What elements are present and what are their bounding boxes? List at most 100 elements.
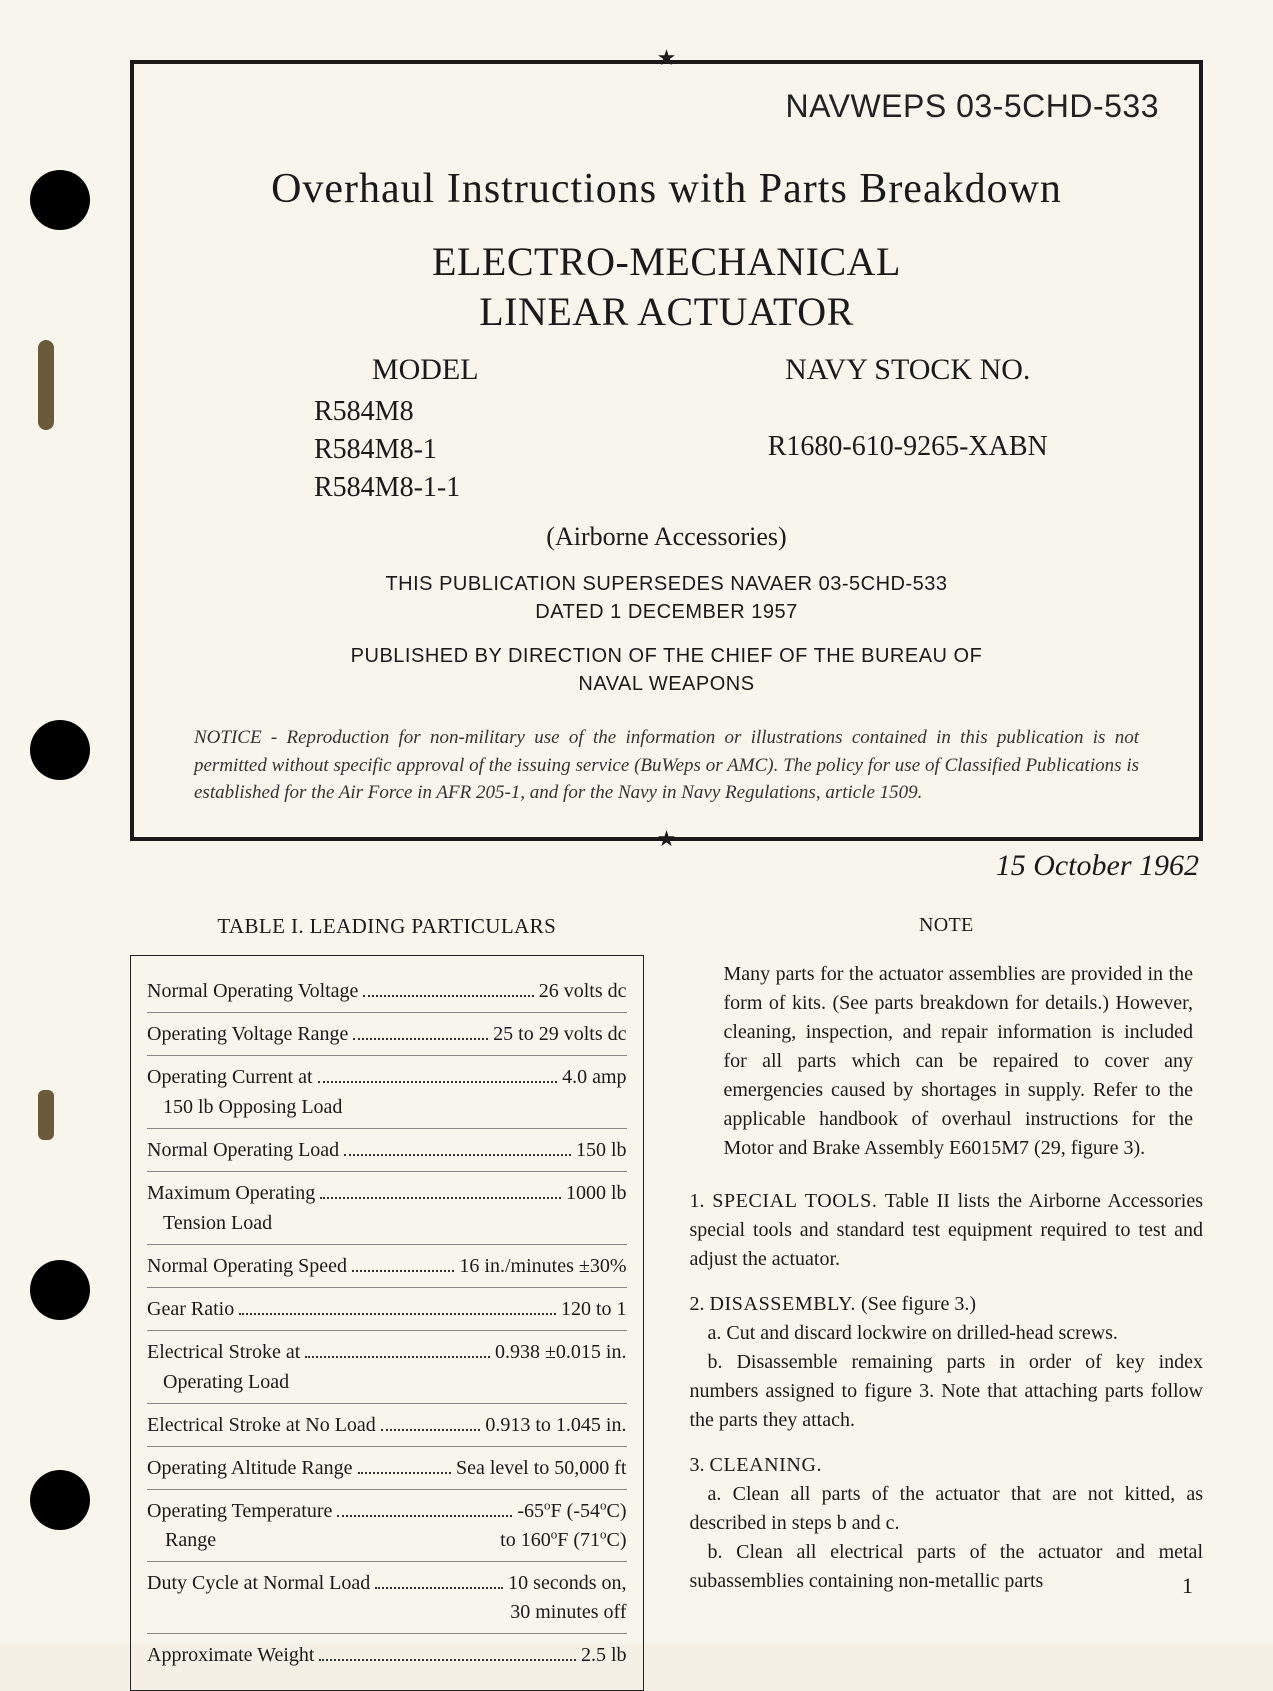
binding-artifact bbox=[38, 1090, 54, 1140]
leader-dots bbox=[319, 1647, 576, 1661]
document-page: ★ NAVWEPS 03-5CHD-533 Overhaul Instructi… bbox=[0, 0, 1273, 1643]
row-value: Sea level to 50,000 ft bbox=[456, 1454, 627, 1483]
row-label: Gear Ratio bbox=[147, 1295, 234, 1324]
table-title: TABLE I. LEADING PARTICULARS bbox=[130, 911, 644, 941]
row-value: 0.913 to 1.045 in. bbox=[485, 1411, 626, 1440]
leader-dots bbox=[358, 1460, 451, 1474]
notice-text: - Reproduction for non-military use of t… bbox=[194, 727, 1139, 803]
stock-header: NAVY STOCK NO. bbox=[687, 353, 1130, 387]
punch-hole bbox=[30, 720, 90, 780]
note-heading: NOTE bbox=[690, 911, 1204, 940]
table-row: Approximate Weight 2.5 lb bbox=[147, 1634, 627, 1676]
right-column: NOTE Many parts for the actuator assembl… bbox=[690, 911, 1204, 1691]
stock-number: R1680-610-9265-XABN bbox=[687, 431, 1130, 463]
parenthetical-note: (Airborne Accessories) bbox=[174, 522, 1159, 552]
leader-dots bbox=[381, 1417, 481, 1431]
table-row: Operating Temperature-65oF (-54oC)Ranget… bbox=[147, 1490, 627, 1562]
leader-dots bbox=[337, 1503, 512, 1517]
section-cleaning: 3. CLEANING. a. Clean all parts of the a… bbox=[690, 1451, 1204, 1596]
table-row: Normal Operating Speed 16 in./minutes ±30… bbox=[147, 1245, 627, 1288]
row-label: Electrical Stroke at bbox=[147, 1338, 300, 1367]
row-value: 120 to 1 bbox=[561, 1295, 627, 1324]
table-row: Electrical Stroke at 0.938 ±0.015 in.Oper… bbox=[147, 1331, 627, 1404]
row-value: 26 volts dc bbox=[539, 977, 627, 1006]
row-value: 2.5 lb bbox=[581, 1641, 627, 1670]
row-value: 0.938 ±0.015 in. bbox=[495, 1338, 627, 1367]
row-sublabel: Operating Load bbox=[147, 1368, 627, 1397]
left-column: TABLE I. LEADING PARTICULARS Normal Oper… bbox=[130, 911, 644, 1691]
supersedes-line2: DATED 1 DECEMBER 1957 bbox=[535, 601, 797, 623]
row-label: Maximum Operating bbox=[147, 1179, 315, 1208]
row-label: Approximate Weight bbox=[147, 1641, 314, 1670]
leader-dots bbox=[363, 983, 533, 997]
sub-item-a: a. Clean all parts of the actuator that … bbox=[690, 1483, 1204, 1534]
leader-dots bbox=[352, 1258, 454, 1272]
row-value: 1000 lb bbox=[566, 1179, 627, 1208]
row-label: Duty Cycle at Normal Load bbox=[147, 1569, 370, 1598]
row-label: Operating Temperature bbox=[147, 1497, 332, 1526]
leader-dots bbox=[318, 1069, 558, 1083]
notice-paragraph: NOTICE - Reproduction for non-military u… bbox=[174, 724, 1159, 807]
leading-particulars-table: Normal Operating Voltage26 volts dcOpera… bbox=[130, 955, 644, 1691]
row-label: Normal Operating Load bbox=[147, 1136, 339, 1165]
binding-artifact bbox=[38, 340, 54, 430]
leader-dots bbox=[320, 1185, 561, 1199]
para-heading: CLEANING. bbox=[710, 1454, 823, 1476]
table-row: Maximum Operating 1000 lbTension Load bbox=[147, 1172, 627, 1245]
table-row: Normal Operating Load150 lb bbox=[147, 1129, 627, 1172]
leader-dots bbox=[344, 1142, 571, 1156]
model-column: MODEL R584M8 R584M8-1 R584M8-1-1 bbox=[204, 353, 647, 506]
row-value-2: to 160oF (71oC) bbox=[500, 1526, 626, 1555]
section-disassembly: 2. DISASSEMBLY. (See figure 3.) a. Cut a… bbox=[690, 1290, 1204, 1435]
model-list: R584M8 R584M8-1 R584M8-1-1 bbox=[204, 393, 647, 506]
leader-dots bbox=[239, 1301, 556, 1315]
title-sub-line2: LINEAR ACTUATOR bbox=[479, 289, 854, 334]
para-tail: (See figure 3.) bbox=[856, 1293, 976, 1315]
sub-item-b: b. Clean all electrical parts of the act… bbox=[690, 1541, 1204, 1592]
punch-hole bbox=[30, 1470, 90, 1530]
table-row: Gear Ratio 120 to 1 bbox=[147, 1288, 627, 1331]
leader-dots bbox=[375, 1575, 503, 1589]
row-value: 4.0 amp bbox=[562, 1063, 626, 1092]
model-item: R584M8-1-1 bbox=[204, 469, 647, 507]
row-label: Normal Operating Speed bbox=[147, 1252, 347, 1281]
table-row: Duty Cycle at Normal Load10 seconds on,3… bbox=[147, 1562, 627, 1634]
table-row: Operating Voltage Range25 to 29 volts dc bbox=[147, 1013, 627, 1056]
table-row: Normal Operating Voltage26 volts dc bbox=[147, 970, 627, 1013]
row-value: 25 to 29 volts dc bbox=[493, 1020, 626, 1049]
notice-label: NOTICE bbox=[194, 727, 262, 748]
title-main: Overhaul Instructions with Parts Breakdo… bbox=[174, 165, 1159, 213]
title-sub: ELECTRO-MECHANICAL LINEAR ACTUATOR bbox=[174, 237, 1159, 337]
row-sublabel: 150 lb Opposing Load bbox=[147, 1093, 627, 1122]
para-heading: SPECIAL TOOLS. bbox=[712, 1190, 877, 1212]
note-body: Many parts for the actuator assemblies a… bbox=[690, 960, 1204, 1163]
model-item: R584M8-1 bbox=[204, 431, 647, 469]
published-line2: NAVAL WEAPONS bbox=[578, 673, 754, 695]
row-label: Electrical Stroke at No Load bbox=[147, 1411, 376, 1440]
para-number: 3. bbox=[690, 1454, 705, 1476]
row-sublabel: Tension Load bbox=[147, 1209, 627, 1238]
para-number: 2. bbox=[690, 1293, 705, 1315]
para-number: 1. bbox=[690, 1190, 705, 1212]
publication-date: 15 October 1962 bbox=[130, 849, 1199, 883]
model-item: R584M8 bbox=[204, 393, 647, 431]
punch-hole bbox=[30, 1260, 90, 1320]
para-heading: DISASSEMBLY. bbox=[710, 1293, 857, 1315]
row-label: Operating Altitude Range bbox=[147, 1454, 353, 1483]
leader-dots bbox=[305, 1344, 490, 1358]
document-code: NAVWEPS 03-5CHD-533 bbox=[174, 88, 1159, 125]
title-frame: ★ NAVWEPS 03-5CHD-533 Overhaul Instructi… bbox=[130, 60, 1203, 841]
row-value-2: 30 minutes off bbox=[147, 1598, 627, 1627]
content-columns: TABLE I. LEADING PARTICULARS Normal Oper… bbox=[130, 911, 1203, 1691]
supersedes-line1: THIS PUBLICATION SUPERSEDES NAVAER 03-5C… bbox=[385, 573, 947, 595]
page-number: 1 bbox=[1182, 1573, 1193, 1599]
model-header: MODEL bbox=[204, 353, 647, 387]
published-block: PUBLISHED BY DIRECTION OF THE CHIEF OF T… bbox=[174, 642, 1159, 698]
section-special-tools: 1. SPECIAL TOOLS. Table II lists the Air… bbox=[690, 1187, 1204, 1274]
row-sublabel: Range bbox=[147, 1526, 216, 1555]
leader-dots bbox=[353, 1026, 488, 1040]
punch-hole bbox=[30, 170, 90, 230]
stock-column: NAVY STOCK NO. R1680-610-9265-XABN bbox=[687, 353, 1130, 506]
sub-item-b: b. Disassemble remaining parts in order … bbox=[690, 1351, 1204, 1431]
row-value: 16 in./minutes ±30% bbox=[459, 1252, 626, 1281]
